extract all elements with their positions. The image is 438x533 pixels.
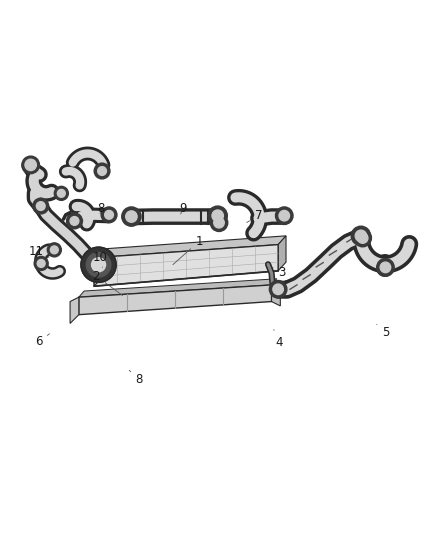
Circle shape [70,216,79,225]
Text: 8: 8 [129,370,143,386]
Circle shape [122,207,141,226]
Text: 7: 7 [247,209,262,223]
Circle shape [276,207,293,224]
Circle shape [67,213,82,229]
Text: 3: 3 [272,265,286,279]
Circle shape [98,167,106,175]
Polygon shape [94,249,102,286]
Circle shape [37,260,45,268]
Polygon shape [70,297,79,324]
Text: 8: 8 [97,202,104,215]
Text: 11: 11 [28,245,49,258]
Circle shape [47,243,61,257]
Polygon shape [94,245,278,286]
Polygon shape [79,279,277,297]
Circle shape [351,226,371,246]
Text: 5: 5 [377,324,389,338]
Circle shape [269,280,287,298]
Circle shape [81,247,116,282]
Polygon shape [278,236,286,271]
Text: 1: 1 [173,235,203,265]
Circle shape [355,230,367,241]
Circle shape [57,189,65,197]
Circle shape [279,211,290,221]
Circle shape [214,217,224,228]
Circle shape [50,246,58,254]
Circle shape [33,198,49,214]
Text: 6: 6 [35,334,49,349]
Circle shape [25,159,36,171]
Circle shape [86,253,111,277]
Circle shape [377,259,394,276]
Circle shape [94,163,110,179]
Circle shape [273,284,283,295]
Circle shape [126,211,137,222]
Circle shape [212,210,223,221]
Circle shape [354,229,371,247]
Polygon shape [94,236,286,258]
Circle shape [36,201,45,211]
Polygon shape [272,285,280,306]
Circle shape [101,207,117,223]
Polygon shape [79,285,272,314]
Circle shape [357,233,368,243]
Circle shape [380,262,391,273]
Circle shape [22,156,39,174]
Text: 10: 10 [92,251,107,268]
Circle shape [34,256,48,270]
Text: 2: 2 [92,270,123,295]
Text: 4: 4 [274,329,283,349]
Circle shape [208,206,227,225]
Circle shape [54,187,68,200]
Circle shape [92,258,106,272]
Circle shape [210,214,228,231]
Circle shape [105,211,113,219]
Text: 9: 9 [179,202,187,215]
